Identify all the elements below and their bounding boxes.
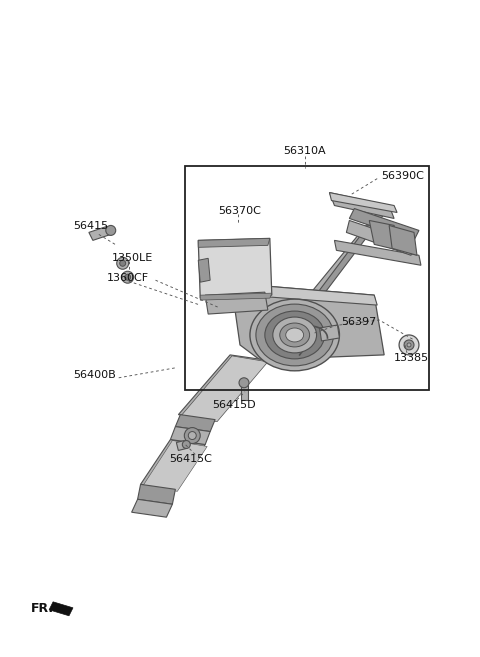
Polygon shape	[335, 240, 421, 265]
Circle shape	[404, 340, 414, 350]
Circle shape	[117, 258, 129, 269]
Circle shape	[106, 225, 116, 235]
Text: 56415D: 56415D	[212, 399, 256, 410]
Polygon shape	[241, 385, 248, 399]
Text: 56400B: 56400B	[73, 370, 116, 380]
Polygon shape	[170, 426, 210, 445]
Polygon shape	[143, 441, 207, 491]
Circle shape	[399, 335, 419, 355]
Polygon shape	[347, 221, 414, 256]
Polygon shape	[138, 484, 175, 505]
Polygon shape	[132, 499, 172, 517]
Ellipse shape	[265, 311, 324, 359]
Circle shape	[407, 343, 411, 347]
Polygon shape	[198, 238, 272, 298]
Ellipse shape	[286, 328, 304, 342]
Polygon shape	[349, 208, 419, 240]
Polygon shape	[205, 292, 268, 314]
Polygon shape	[275, 208, 389, 350]
Circle shape	[122, 271, 133, 283]
Circle shape	[120, 260, 126, 266]
Polygon shape	[198, 258, 210, 283]
Text: 1350LE: 1350LE	[112, 254, 153, 263]
Polygon shape	[200, 293, 272, 300]
Ellipse shape	[256, 304, 334, 366]
Text: 1360CF: 1360CF	[107, 273, 149, 283]
Polygon shape	[260, 210, 384, 355]
Text: 56310A: 56310A	[283, 146, 326, 156]
Ellipse shape	[280, 323, 310, 347]
Polygon shape	[329, 193, 397, 212]
Text: FR.: FR.	[31, 602, 54, 616]
Circle shape	[182, 441, 190, 449]
Polygon shape	[369, 221, 399, 250]
Circle shape	[184, 428, 200, 443]
Polygon shape	[175, 415, 215, 432]
Circle shape	[125, 274, 131, 280]
Ellipse shape	[250, 299, 339, 371]
Circle shape	[188, 432, 196, 440]
Polygon shape	[320, 325, 339, 341]
Polygon shape	[198, 238, 270, 247]
Text: 56390C: 56390C	[381, 171, 424, 181]
Polygon shape	[49, 602, 73, 616]
Polygon shape	[179, 355, 265, 420]
Text: 56415: 56415	[73, 221, 108, 231]
Ellipse shape	[273, 317, 316, 353]
Circle shape	[239, 378, 249, 388]
Text: 56415C: 56415C	[169, 455, 212, 464]
Polygon shape	[176, 441, 186, 451]
Text: 13385: 13385	[394, 353, 429, 363]
Polygon shape	[89, 227, 111, 240]
Polygon shape	[389, 225, 417, 256]
Polygon shape	[180, 356, 268, 422]
Polygon shape	[329, 193, 394, 219]
Bar	[185, 166, 429, 390]
Text: 56370C: 56370C	[218, 206, 261, 215]
Polygon shape	[235, 285, 384, 360]
Polygon shape	[255, 285, 377, 305]
Text: 56397: 56397	[341, 317, 377, 327]
Polygon shape	[141, 440, 205, 489]
